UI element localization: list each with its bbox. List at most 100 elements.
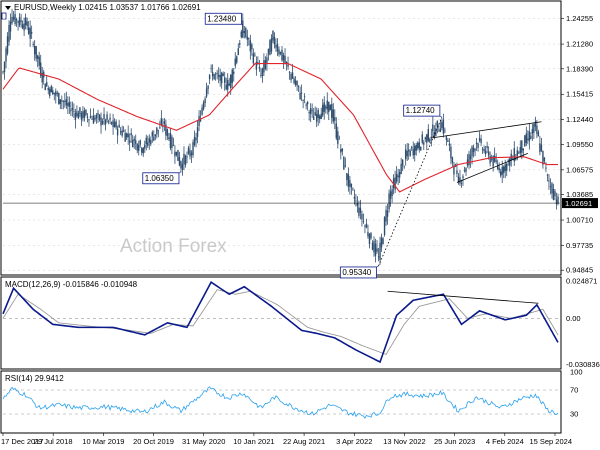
candle-body [189,150,191,157]
candle-body [141,148,143,153]
candle-body [91,118,93,120]
candle-body [95,115,98,119]
candle-body [128,140,131,143]
candle-body [460,182,463,184]
y-tick-label: 1.12440 [566,115,593,124]
candle-body [275,44,277,48]
candle-body [135,140,137,144]
candle-body [383,217,386,236]
price-label-leader [241,23,244,26]
candle-body [166,129,169,137]
candle-body [398,172,401,178]
candle-body [385,209,387,222]
candle-body [223,77,226,83]
candle-body [270,38,273,52]
candle-body [199,118,202,122]
candle-body [198,115,200,127]
candle-body [41,72,43,83]
candle-body [337,131,339,144]
moving-average [2,63,558,193]
candle-body [436,120,439,127]
candle-body [515,158,517,160]
candle-body [121,130,123,136]
candle-body [349,180,351,187]
moving-average-line [2,63,558,193]
candle-body [53,92,55,94]
candle-body [15,18,18,21]
candle-body [40,62,42,76]
candle-body [258,66,261,69]
candle-body [201,107,203,115]
candle-body [340,149,342,153]
candle-body [98,114,101,120]
macd-trend-line [387,290,539,304]
candle-body [320,113,322,120]
candle-body [352,188,354,190]
candle-body [254,54,256,56]
candle-body [205,88,208,97]
candle-body [82,111,84,119]
candle-body [171,136,173,148]
candle-body [499,171,502,176]
candle-body [243,30,246,33]
candle-body [365,223,368,228]
candle-body [438,130,440,132]
candle-body [163,121,166,125]
price-label-leader [439,115,443,118]
candle-body [103,114,105,120]
candle-body [484,150,487,155]
candle-body [374,243,377,256]
candle-body [187,147,190,154]
candle-body [181,163,184,170]
candle-body [552,188,555,200]
candle-body [536,125,538,134]
candle-body [489,156,491,164]
macd-lines [2,281,559,364]
candle-body [157,129,160,131]
candle-body [113,121,116,127]
candle-body [50,86,52,93]
candle-body [371,242,374,250]
candle-body [180,161,182,169]
candle-body [435,128,437,136]
square-marker-icon [1,12,7,20]
candle-body [429,138,431,142]
triangle-down-icon[interactable] [5,6,11,10]
candle-body [240,31,242,38]
macd-y-tick-label: 0.00 [566,314,581,323]
candle-body [27,27,30,34]
candle-body [58,92,60,105]
candle-body [65,99,68,106]
candle-body [204,98,206,103]
candle-body [477,143,479,148]
candle-body [415,144,417,151]
candle-body [9,21,12,32]
candle-body [344,165,347,167]
y-tick-label: 1.09550 [566,140,593,149]
candle-body [220,72,223,84]
candle-body [543,157,546,162]
candle-body [47,87,49,91]
candle-body [539,143,541,153]
candle-body [184,155,187,165]
candle-body [306,102,309,105]
candle-body [64,100,66,102]
macd-y-tick-label: -0.030836 [566,360,600,369]
candle-body [44,83,46,91]
price-label-box [339,266,377,279]
candle-body [362,221,365,222]
candle-body [255,61,258,70]
candle-body [506,163,508,171]
trend-line [378,116,443,267]
candle-body [483,148,485,152]
candle-body [71,108,74,110]
candle-body [412,148,414,156]
candle-body [192,142,194,156]
candle-body [183,153,185,165]
candle-body [107,120,110,122]
candle-body [139,140,141,145]
y-tick-label: 1.18390 [566,64,593,73]
candle-body [417,142,419,149]
candle-body [239,42,241,45]
